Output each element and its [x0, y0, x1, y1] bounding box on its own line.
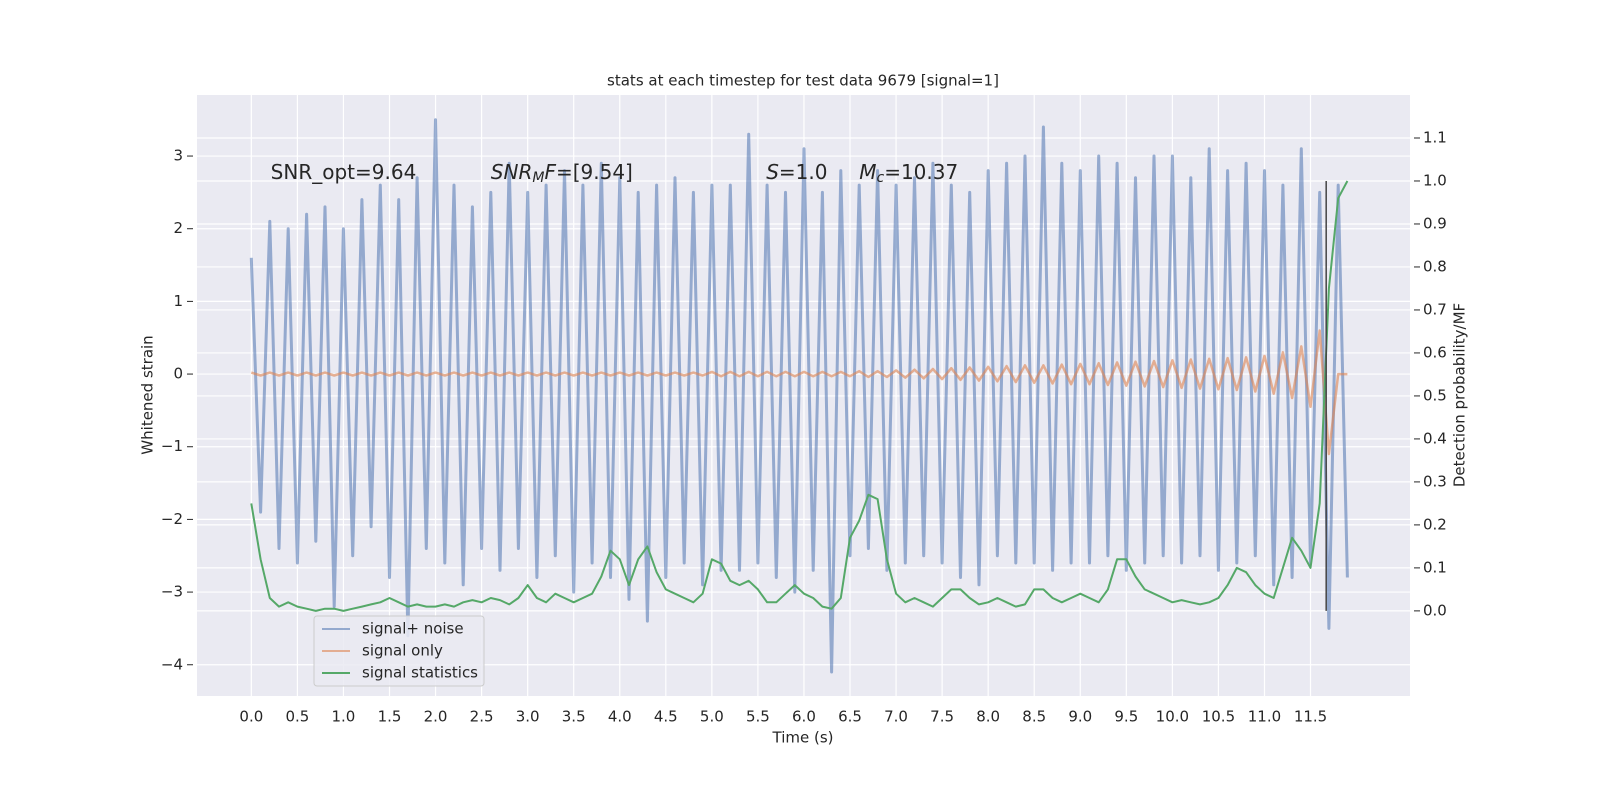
x-tick-label: 9.5 — [1114, 708, 1138, 726]
chart-title: stats at each timestep for test data 967… — [607, 72, 999, 90]
x-tick-label: 0.0 — [239, 708, 263, 726]
y2-tick-label: 0.4 — [1423, 429, 1447, 447]
y2-tick-label: 0.0 — [1423, 601, 1447, 619]
y-tick-label: 0 — [173, 365, 183, 383]
legend-label: signal only — [362, 642, 443, 660]
x-tick-label: 4.0 — [608, 708, 632, 726]
x-tick-label: 6.5 — [838, 708, 862, 726]
y2-tick-label: 0.3 — [1423, 472, 1447, 490]
x-tick-label: 10.0 — [1156, 708, 1189, 726]
y-tick-label: −4 — [161, 655, 183, 673]
x-tick-label: 9.0 — [1068, 708, 1092, 726]
x-tick-label: 1.5 — [378, 708, 402, 726]
x-tick-label: 8.5 — [1022, 708, 1046, 726]
y-tick-label: 1 — [173, 292, 183, 310]
y-tick-label: −2 — [161, 510, 183, 528]
x-tick-label: 3.5 — [562, 708, 586, 726]
legend-box — [313, 615, 485, 687]
y2-tick-label: 0.7 — [1423, 300, 1447, 318]
y2-tick-label: 0.1 — [1423, 558, 1447, 576]
annotation-part: SNR — [491, 159, 533, 183]
y-axis-label: Whitened strain — [139, 335, 157, 454]
series-line — [249, 118, 1349, 674]
annotation-part: S — [766, 159, 779, 183]
x-tick-label: 8.0 — [976, 708, 1000, 726]
legend-label: signal statistics — [362, 664, 478, 682]
y-tick-label: 3 — [173, 147, 183, 165]
x-tick-label: 1.0 — [332, 708, 356, 726]
x-tick-label: 5.0 — [700, 708, 724, 726]
annotation-part: M — [859, 159, 876, 183]
x-tick-label: 11.0 — [1248, 708, 1281, 726]
x-tick-label: 7.5 — [930, 708, 954, 726]
annotation-part: c — [876, 170, 884, 186]
x-tick-label: 7.0 — [884, 708, 908, 726]
series-line — [250, 329, 1348, 456]
x-tick-label: 6.0 — [792, 708, 816, 726]
x-tick-label: 2.0 — [424, 708, 448, 726]
y2-tick-label: 1.0 — [1423, 171, 1447, 189]
y2-tick-label: 0.5 — [1423, 386, 1447, 404]
annotation: S=1.0 — [766, 159, 827, 183]
x-tick-label: 11.5 — [1294, 708, 1327, 726]
legend-label: signal+ noise — [362, 620, 464, 638]
annotation: SNRMF=[9.54] — [491, 159, 633, 186]
y2-tick-label: 1.1 — [1423, 128, 1447, 146]
annotation-part: =1.0 — [779, 159, 828, 183]
y2-tick-label: 0.9 — [1423, 214, 1447, 232]
x-tick-label: 4.5 — [654, 708, 678, 726]
y2-tick-label: 0.6 — [1423, 343, 1447, 361]
y-tick-label: −1 — [161, 437, 183, 455]
annotation-part: =10.37 — [884, 159, 958, 183]
annotation-part: F — [544, 159, 556, 183]
x-tick-label: 0.5 — [285, 708, 309, 726]
annotation: Mc=10.37 — [859, 159, 958, 186]
x-tick-label: 2.5 — [470, 708, 494, 726]
annotation-part: =[9.54] — [556, 159, 633, 183]
legend: signal+ noise signal only signal statistic… — [313, 615, 485, 687]
x-tick-label: 10.5 — [1202, 708, 1235, 726]
y2-axis-label: Detection probability/MF — [1451, 303, 1469, 487]
annotation: SNR_opt=9.64 — [271, 159, 417, 183]
series-line — [250, 180, 1349, 612]
annotation-part: SNR_opt=9.64 — [271, 159, 417, 183]
x-tick-label: 3.0 — [516, 708, 540, 726]
annotation-part: M — [532, 170, 544, 186]
y2-tick-label: 0.8 — [1423, 257, 1447, 275]
x-tick-label: 5.5 — [746, 708, 770, 726]
x-axis-label: Time (s) — [772, 729, 834, 747]
y-tick-label: −3 — [161, 583, 183, 601]
y-tick-label: 2 — [173, 219, 183, 237]
y2-tick-label: 0.2 — [1423, 515, 1447, 533]
